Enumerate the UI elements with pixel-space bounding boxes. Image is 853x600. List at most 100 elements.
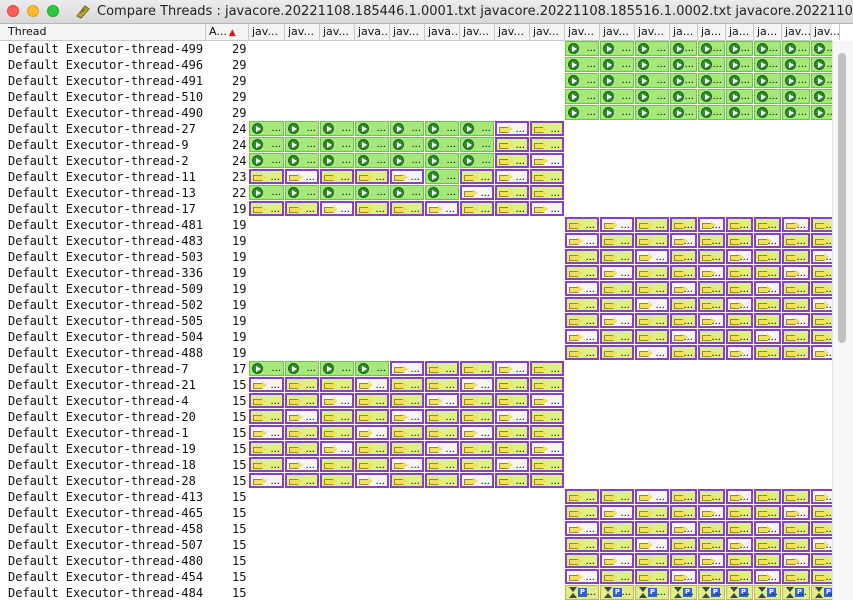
state-running-cell[interactable]: ... (754, 41, 781, 56)
state-waiting-cell[interactable]: ... (249, 441, 284, 456)
state-waiting-cell[interactable]: ... (811, 265, 832, 280)
table-row[interactable]: Default Executor-thread-484 15 P... P... P..… (0, 585, 832, 600)
state-waiting-cell[interactable]: ... (495, 377, 529, 392)
table-row[interactable]: Default Executor-thread-9 24.............… (0, 137, 832, 153)
state-waiting-cell[interactable]: ... (425, 441, 459, 456)
state-waiting-cell[interactable]: ... (285, 393, 319, 408)
state-waiting-cell[interactable]: ... (530, 153, 564, 168)
state-waiting-cell[interactable]: ... (698, 345, 725, 360)
state-running-cell[interactable]: ... (390, 185, 424, 200)
state-running-cell[interactable]: ... (811, 89, 832, 104)
state-waiting-cell[interactable]: ... (726, 521, 753, 536)
state-running-cell[interactable]: ... (670, 105, 697, 120)
state-waiting-cell[interactable]: ... (754, 281, 781, 296)
state-waiting-cell[interactable]: ... (495, 153, 529, 168)
state-waiting-cell[interactable]: ... (460, 425, 494, 440)
state-waiting-cell[interactable]: ... (635, 345, 669, 360)
state-waiting-cell[interactable]: ... (670, 297, 697, 312)
table-row[interactable]: Default Executor-thread-21 15............… (0, 377, 832, 393)
state-waiting-cell[interactable]: ... (390, 409, 424, 424)
state-running-cell[interactable]: ... (782, 105, 810, 120)
table-row[interactable]: Default Executor-thread-491 29...........… (0, 73, 832, 89)
column-header-file[interactable]: jav... (390, 24, 425, 40)
state-waiting-cell[interactable]: ... (754, 297, 781, 312)
state-waiting-cell[interactable]: ... (726, 233, 753, 248)
state-waiting-cell[interactable]: ... (565, 217, 599, 232)
state-waiting-cell[interactable]: ... (460, 409, 494, 424)
table-row[interactable]: Default Executor-thread-28 15............… (0, 473, 832, 489)
state-running-cell[interactable]: ... (285, 361, 319, 376)
state-waiting-cell[interactable]: ... (495, 137, 529, 152)
state-running-cell[interactable]: ... (565, 105, 599, 120)
state-running-cell[interactable]: ... (635, 57, 669, 72)
state-waiting-cell[interactable]: ... (425, 425, 459, 440)
state-running-cell[interactable]: ... (355, 153, 389, 168)
state-running-cell[interactable]: ... (698, 57, 725, 72)
state-waiting-cell[interactable]: ... (811, 313, 832, 328)
state-running-cell[interactable]: ... (390, 153, 424, 168)
state-waiting-cell[interactable]: ... (726, 345, 753, 360)
state-waiting-cell[interactable]: ... (495, 361, 529, 376)
state-waiting-cell[interactable]: ... (782, 297, 810, 312)
state-waiting-cell[interactable]: ... (460, 377, 494, 392)
state-waiting-cell[interactable]: ... (530, 457, 564, 472)
state-running-cell[interactable]: ... (355, 137, 389, 152)
state-waiting-cell[interactable]: ... (565, 505, 599, 520)
state-running-cell[interactable]: ... (726, 105, 753, 120)
state-waiting-cell[interactable]: ... (600, 265, 634, 280)
state-running-cell[interactable]: ... (355, 361, 389, 376)
state-waiting-cell[interactable]: ... (565, 345, 599, 360)
column-header-file[interactable]: ja... (698, 24, 726, 40)
state-running-cell[interactable]: ... (635, 105, 669, 120)
state-running-cell[interactable]: ... (425, 153, 459, 168)
state-running-cell[interactable]: ... (390, 137, 424, 152)
state-waiting-cell[interactable]: ... (390, 169, 424, 184)
state-waiting-cell[interactable]: ... (565, 281, 599, 296)
table-row[interactable]: Default Executor-thread-2 24.............… (0, 153, 832, 169)
state-waiting-cell[interactable]: ... (698, 217, 725, 232)
state-waiting-cell[interactable]: ... (460, 393, 494, 408)
state-waiting-cell[interactable]: ... (460, 457, 494, 472)
state-running-cell[interactable]: ... (249, 137, 284, 152)
state-parked-cell[interactable]: P... (635, 585, 669, 600)
state-running-cell[interactable]: ... (355, 121, 389, 136)
state-waiting-cell[interactable]: ... (670, 489, 697, 504)
state-waiting-cell[interactable]: ... (670, 329, 697, 344)
state-waiting-cell[interactable]: ... (670, 217, 697, 232)
state-running-cell[interactable]: ... (698, 41, 725, 56)
state-waiting-cell[interactable]: ... (355, 169, 389, 184)
table-row[interactable]: Default Executor-thread-458 15...........… (0, 521, 832, 537)
state-waiting-cell[interactable]: ... (600, 345, 634, 360)
state-running-cell[interactable]: ... (635, 73, 669, 88)
table-row[interactable]: Default Executor-thread-480 15...........… (0, 553, 832, 569)
state-waiting-cell[interactable]: ... (811, 217, 832, 232)
state-waiting-cell[interactable]: ... (249, 393, 284, 408)
state-waiting-cell[interactable]: ... (565, 569, 599, 584)
state-waiting-cell[interactable]: ... (670, 505, 697, 520)
state-waiting-cell[interactable]: ... (320, 457, 354, 472)
state-waiting-cell[interactable]: ... (460, 473, 494, 488)
state-waiting-cell[interactable]: ... (425, 457, 459, 472)
state-waiting-cell[interactable]: ... (530, 185, 564, 200)
state-waiting-cell[interactable]: ... (635, 489, 669, 504)
state-waiting-cell[interactable]: ... (635, 569, 669, 584)
state-running-cell[interactable]: ... (460, 121, 494, 136)
state-waiting-cell[interactable]: ... (565, 313, 599, 328)
state-waiting-cell[interactable]: ... (390, 441, 424, 456)
state-waiting-cell[interactable]: ... (635, 233, 669, 248)
state-waiting-cell[interactable]: ... (530, 137, 564, 152)
table-row[interactable]: Default Executor-thread-504 19...........… (0, 329, 832, 345)
state-running-cell[interactable]: ... (726, 89, 753, 104)
state-running-cell[interactable]: ... (285, 137, 319, 152)
state-running-cell[interactable]: ... (754, 105, 781, 120)
state-running-cell[interactable]: ... (726, 41, 753, 56)
column-header-file[interactable]: ja... (670, 24, 698, 40)
state-running-cell[interactable]: ... (782, 89, 810, 104)
state-waiting-cell[interactable]: ... (698, 537, 725, 552)
state-waiting-cell[interactable]: ... (390, 473, 424, 488)
state-waiting-cell[interactable]: ... (754, 505, 781, 520)
state-waiting-cell[interactable]: ... (390, 393, 424, 408)
state-waiting-cell[interactable]: ... (811, 489, 832, 504)
state-waiting-cell[interactable]: ... (600, 489, 634, 504)
state-running-cell[interactable]: ... (600, 105, 634, 120)
